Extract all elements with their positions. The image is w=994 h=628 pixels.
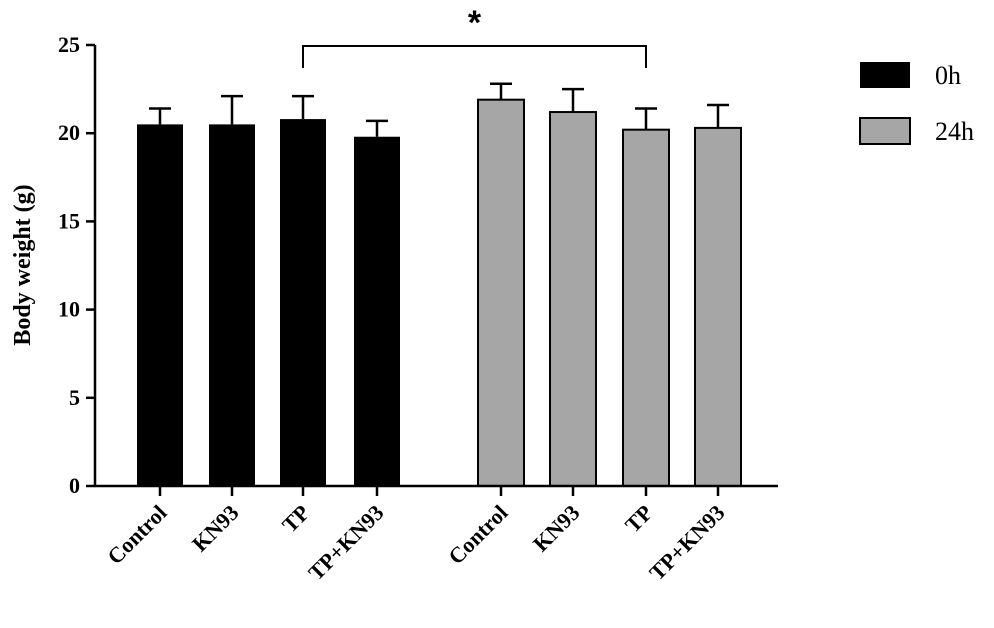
bar-24h-kn93 (549, 111, 597, 487)
significance-marker: * (468, 4, 482, 42)
x-category-label: TP+KN93 (303, 500, 388, 585)
y-tick-label: 0 (69, 473, 80, 498)
bar-0h-control (137, 124, 183, 486)
bar-24h-tp (622, 128, 670, 487)
bar-0h-tp-kn93 (354, 136, 400, 486)
y-tick-label: 25 (58, 32, 80, 57)
bar-24h-tp-kn93 (694, 126, 742, 488)
y-axis: 0 5 10 15 20 25 (58, 32, 97, 498)
legend-swatch-24h (859, 117, 911, 145)
y-axis-label: Body weight (g) (10, 184, 36, 345)
bar-0h-kn93 (209, 124, 255, 486)
x-category-label: KN93 (528, 500, 585, 557)
bars (137, 82, 742, 488)
x-category-label: TP (277, 500, 315, 538)
x-category-label: TP+KN93 (644, 500, 729, 585)
legend-label-0h: 0h (935, 61, 961, 90)
x-category-label: KN93 (187, 500, 244, 557)
x-category-label: Control (102, 500, 171, 569)
legend-swatch-0h (860, 62, 910, 88)
bar-24h-control (477, 98, 525, 488)
y-tick-label: 15 (58, 208, 80, 233)
y-tick-label: 5 (69, 385, 80, 410)
legend-label-24h: 24h (935, 117, 974, 146)
significance-bracket (302, 45, 647, 68)
bar-0h-tp (280, 119, 326, 486)
annotations: * (302, 4, 647, 68)
y-tick-label: 20 (58, 120, 80, 145)
y-tick-label: 10 (58, 297, 80, 322)
x-category-label: Control (443, 500, 512, 569)
legend: 0h 24h (859, 61, 974, 146)
x-category-label: TP (620, 500, 658, 538)
